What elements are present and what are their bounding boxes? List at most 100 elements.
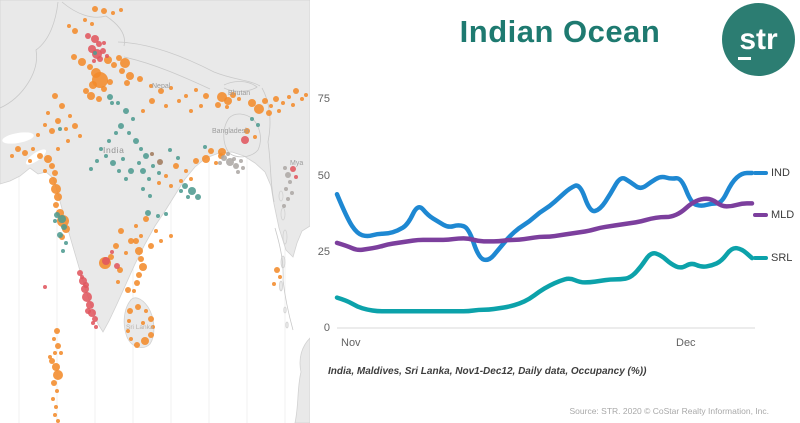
map-dot-teal <box>121 157 125 161</box>
map-dot-orange <box>104 56 112 64</box>
map-dot-gray <box>290 191 294 195</box>
map-dot-orange <box>134 280 140 286</box>
map-dot-orange <box>143 216 149 222</box>
map-dot-orange <box>277 109 281 113</box>
map-dot-teal <box>104 154 108 158</box>
map-dot-orange <box>141 109 145 113</box>
chart-line-SRL <box>334 245 755 314</box>
map-data-dots <box>10 6 308 423</box>
map-dot-orange <box>51 380 57 386</box>
map-dot-orange <box>253 135 257 139</box>
map-dot-orange <box>55 343 61 349</box>
map-andaman-island <box>282 229 288 245</box>
map-dot-orange <box>148 316 154 322</box>
map-dot-orange <box>54 405 58 409</box>
map-dot-orange <box>224 97 232 105</box>
map-dot-orange <box>179 179 183 183</box>
map-dot-teal <box>54 212 60 218</box>
map-dot-gray <box>236 170 240 174</box>
map-dot-orange <box>116 280 120 284</box>
map-dot-gray <box>226 158 234 166</box>
map-dot-orange <box>49 177 57 185</box>
map-dot-teal <box>123 108 129 114</box>
map-country-labels: Nepal Bhutan Bangladesh India Mya Sri La… <box>103 83 303 331</box>
map-dot-orange <box>230 92 236 98</box>
map-dot-teal <box>141 187 145 191</box>
map-dot-gray <box>283 166 287 170</box>
map-dot-teal <box>195 194 201 200</box>
map-dot-red <box>294 175 298 179</box>
map-dot-gray <box>233 163 239 169</box>
str-logo: str <box>722 3 795 76</box>
map-dot-teal <box>58 127 62 131</box>
country-label-india: India <box>103 145 124 155</box>
y-tick-50: 50 <box>317 170 330 182</box>
map-dot-teal <box>164 212 168 216</box>
map-dot-orange <box>144 309 148 313</box>
legend-item-srl: SRL <box>753 252 792 264</box>
map-dot-orange <box>151 325 155 329</box>
map-dot-orange <box>199 104 203 108</box>
map-dot-gray <box>239 159 243 163</box>
map-dot-red <box>86 301 94 309</box>
map-dot-orange <box>293 88 299 94</box>
map-dot-teal <box>116 101 120 105</box>
map-dot-orange <box>53 413 57 417</box>
map-dot-red <box>91 321 95 325</box>
map-dot-orange <box>56 147 60 151</box>
map-dot-orange <box>108 254 114 260</box>
x-tick-dec: Dec <box>676 337 696 349</box>
map-dot-orange <box>127 319 131 323</box>
map-dot-orange <box>51 184 61 194</box>
legend-label-ind: IND <box>771 167 790 179</box>
map-dot-teal <box>58 215 66 223</box>
map-dot-orange <box>149 84 153 88</box>
legend-label-srl: SRL <box>771 252 793 264</box>
map-dot-orange <box>136 272 142 278</box>
map-dot-orange <box>149 98 155 104</box>
map-dot-orange <box>129 337 133 341</box>
map-dot-orange <box>53 351 57 355</box>
map-dot-red <box>114 263 120 269</box>
map-dot-teal <box>57 232 63 238</box>
map-dot-orange <box>273 96 279 102</box>
map-dot-orange <box>49 358 55 364</box>
map-dot-orange <box>134 342 140 348</box>
map-dot-orange <box>43 123 47 127</box>
map-dot-orange <box>138 256 144 262</box>
india-region-map: Nepal Bhutan Bangladesh India Mya Sri La… <box>0 0 310 423</box>
map-dot-teal <box>107 94 113 100</box>
map-dot-orange <box>137 76 143 82</box>
map-dot-teal <box>133 138 139 144</box>
map-dot-orange <box>269 104 273 108</box>
map-dot-orange <box>96 96 102 102</box>
source-attribution: Source: STR. 2020 © CoStar Realty Inform… <box>569 406 770 416</box>
map-dot-orange <box>36 133 40 137</box>
map-dot-orange <box>111 62 117 68</box>
map-dot-red <box>92 59 96 63</box>
map-dot-orange <box>52 170 58 176</box>
map-dot-gray <box>284 187 288 191</box>
map-dot-orange <box>68 114 72 118</box>
map-dot-gray <box>282 204 286 208</box>
map-dot-teal <box>128 168 134 174</box>
map-dot-red <box>102 257 110 265</box>
map-dot-orange <box>208 148 214 154</box>
map-dot-teal <box>168 148 172 152</box>
map-dot-orange <box>287 95 291 99</box>
legend-item-ind: IND <box>753 167 790 179</box>
map-dot-orange <box>189 177 193 181</box>
map-dot-teal <box>127 131 131 135</box>
map-dot-red <box>92 316 98 322</box>
map-dot-orange <box>141 321 145 325</box>
map-dot-teal <box>157 171 161 175</box>
map-dot-orange <box>67 24 71 28</box>
map-dot-teal <box>250 117 254 121</box>
map-dot-teal <box>131 117 135 121</box>
map-dot-orange <box>218 148 226 156</box>
map-dot-gray <box>221 155 227 161</box>
map-dot-orange <box>90 22 94 26</box>
legend-dash-ind <box>753 171 768 175</box>
y-tick-25: 25 <box>317 246 330 258</box>
map-dot-gray <box>218 161 222 165</box>
